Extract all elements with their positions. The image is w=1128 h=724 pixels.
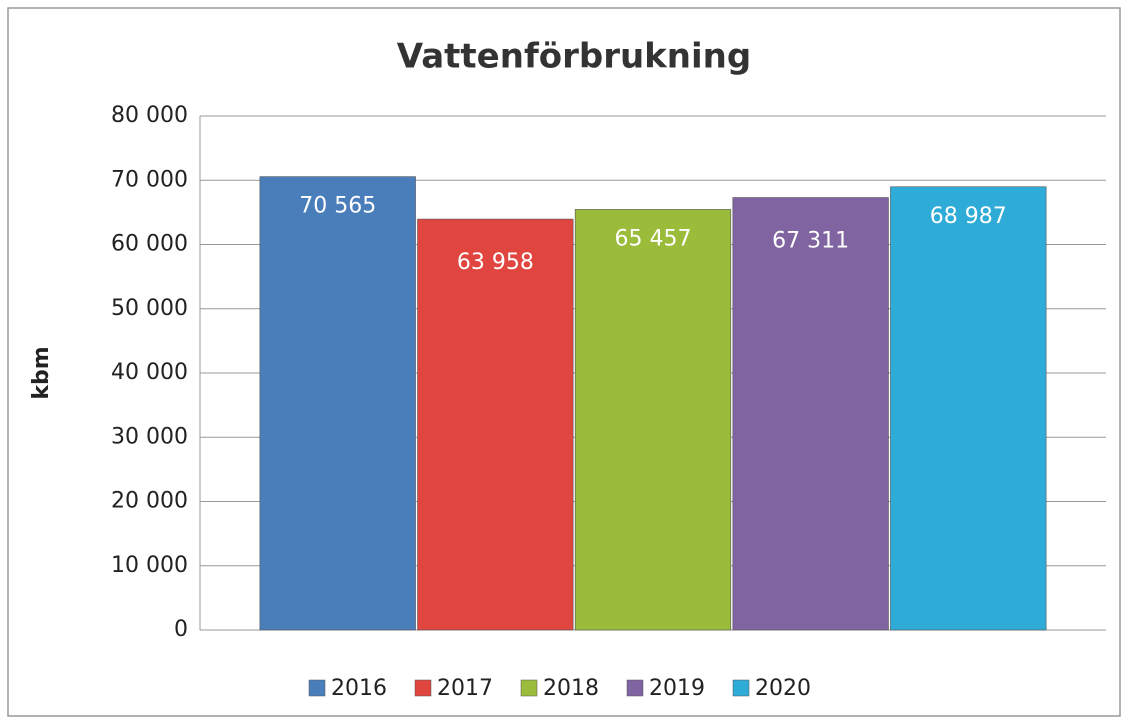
y-axis-label: kbm [29,346,54,399]
bar [890,186,1047,631]
legend-label: 2018 [543,676,599,701]
legend-swatch [520,679,538,697]
bar [417,218,574,631]
y-tick-label: 10 000 [111,553,188,578]
y-tick-label: 30 000 [111,424,188,449]
legend-label: 2017 [437,676,493,701]
data-label: 68 987 [930,204,1007,229]
data-label: 70 565 [299,194,376,219]
bar [732,197,889,631]
y-tick-label: 0 [174,617,188,642]
data-label: 65 457 [615,226,692,251]
legend-label: 2019 [649,676,705,701]
y-tick-label: 20 000 [111,489,188,514]
y-tick-label: 50 000 [111,296,188,321]
chart-title: Vattenförbrukning [397,37,751,77]
y-tick-label: 60 000 [111,232,188,257]
data-label: 63 958 [457,250,534,275]
y-tick-label: 80 000 [111,103,188,128]
legend-swatch [308,679,326,697]
legend-swatch [626,679,644,697]
legend-swatch [414,679,432,697]
legend-swatch [732,679,750,697]
bar [259,176,416,631]
y-tick-label: 70 000 [111,167,188,192]
bar [574,209,732,631]
y-tick-label: 40 000 [111,360,188,385]
data-label: 67 311 [772,229,849,254]
legend-label: 2016 [331,676,387,701]
legend-label: 2020 [755,676,811,701]
